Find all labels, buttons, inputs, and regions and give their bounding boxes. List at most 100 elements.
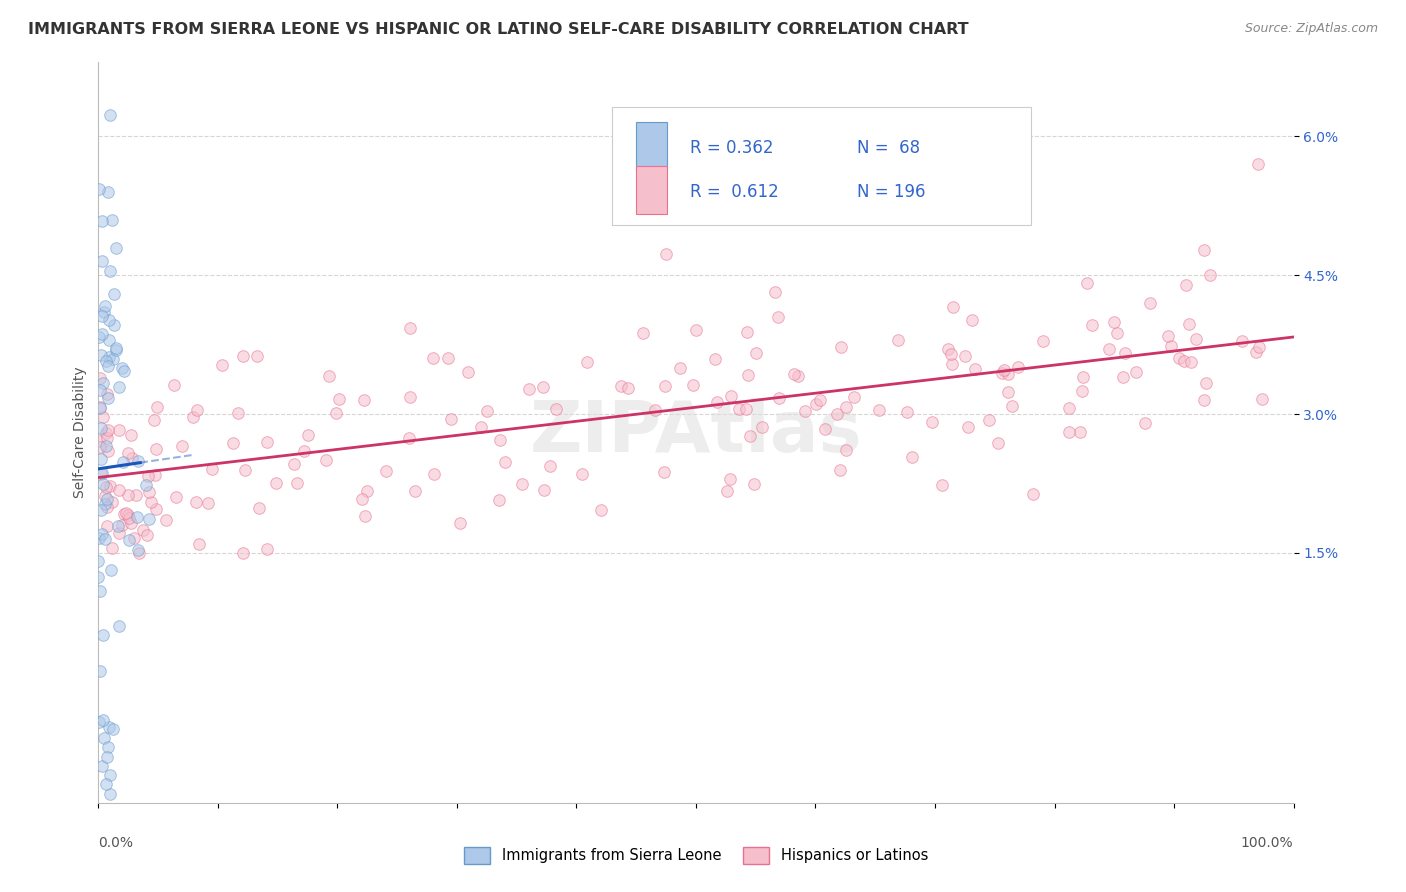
Point bbox=[96, 500, 118, 514]
Point bbox=[896, 405, 918, 419]
Point bbox=[96, 386, 118, 401]
Point bbox=[1112, 370, 1135, 384]
Point bbox=[1173, 354, 1195, 368]
Point bbox=[87, 714, 110, 729]
Point bbox=[120, 516, 142, 531]
Point bbox=[517, 382, 540, 396]
Point bbox=[184, 495, 207, 509]
Point bbox=[107, 380, 129, 394]
Point bbox=[942, 300, 965, 314]
Point bbox=[806, 397, 828, 411]
Point bbox=[97, 740, 120, 755]
Point bbox=[138, 512, 160, 526]
Point bbox=[235, 463, 257, 477]
Point bbox=[544, 402, 567, 417]
Point bbox=[1133, 416, 1156, 430]
Point bbox=[616, 381, 638, 395]
Point bbox=[1247, 340, 1270, 354]
Point bbox=[143, 468, 166, 483]
Point bbox=[987, 436, 1010, 450]
Point bbox=[921, 415, 943, 429]
Point bbox=[457, 365, 479, 379]
Point bbox=[375, 464, 398, 478]
Point bbox=[91, 376, 114, 390]
Point bbox=[139, 495, 162, 509]
Point bbox=[1195, 376, 1218, 390]
Point bbox=[1057, 425, 1080, 440]
Point bbox=[977, 412, 1000, 426]
Point bbox=[107, 519, 129, 533]
Point bbox=[96, 439, 118, 453]
Point bbox=[1168, 351, 1191, 366]
Point bbox=[165, 490, 187, 504]
Point bbox=[1199, 268, 1222, 283]
Point bbox=[87, 181, 110, 195]
Point bbox=[111, 360, 134, 375]
Point bbox=[957, 420, 980, 434]
Point bbox=[1071, 384, 1094, 398]
Point bbox=[94, 353, 117, 368]
Point bbox=[91, 713, 114, 727]
Point bbox=[354, 509, 377, 524]
Point bbox=[97, 185, 120, 199]
Point bbox=[96, 431, 118, 445]
Point bbox=[93, 305, 115, 319]
Point bbox=[226, 406, 249, 420]
Point bbox=[1007, 359, 1029, 374]
Point bbox=[868, 403, 890, 417]
Point bbox=[118, 533, 141, 547]
Point bbox=[962, 313, 984, 327]
FancyBboxPatch shape bbox=[637, 166, 666, 214]
Point bbox=[489, 433, 512, 447]
Point bbox=[97, 392, 120, 406]
Point bbox=[292, 443, 315, 458]
Point bbox=[91, 254, 114, 268]
Point bbox=[111, 454, 134, 468]
Point bbox=[91, 477, 114, 491]
Point bbox=[745, 346, 768, 360]
Point bbox=[488, 493, 510, 508]
Point bbox=[90, 503, 112, 517]
Point bbox=[89, 531, 111, 545]
Point bbox=[718, 472, 741, 486]
Point bbox=[737, 368, 759, 382]
Point bbox=[742, 477, 765, 491]
Point bbox=[117, 446, 139, 460]
Point bbox=[835, 443, 858, 458]
Point bbox=[247, 501, 270, 516]
Point bbox=[97, 351, 120, 365]
Point bbox=[256, 542, 278, 557]
Point bbox=[734, 402, 756, 417]
Point bbox=[90, 326, 112, 341]
Point bbox=[682, 378, 704, 392]
Point bbox=[100, 563, 122, 577]
Point bbox=[91, 310, 114, 324]
Point bbox=[135, 478, 157, 492]
Point bbox=[941, 357, 963, 371]
Point bbox=[91, 628, 114, 642]
Point bbox=[94, 480, 117, 494]
Point bbox=[538, 458, 561, 473]
Point bbox=[654, 378, 676, 392]
Point bbox=[768, 391, 790, 405]
Point bbox=[117, 508, 139, 522]
Point bbox=[1178, 317, 1201, 331]
Text: 100.0%: 100.0% bbox=[1241, 836, 1294, 850]
Point bbox=[256, 435, 278, 450]
Point bbox=[91, 410, 114, 425]
Point bbox=[422, 351, 444, 365]
Point bbox=[87, 554, 110, 568]
Point bbox=[91, 466, 114, 480]
Point bbox=[931, 478, 953, 492]
Point bbox=[120, 428, 142, 442]
Point bbox=[470, 420, 492, 434]
Point bbox=[991, 366, 1014, 380]
Point bbox=[89, 383, 111, 397]
Point bbox=[1180, 355, 1202, 369]
Point bbox=[87, 330, 110, 344]
Point bbox=[96, 749, 118, 764]
Point bbox=[353, 393, 375, 408]
Point bbox=[232, 349, 254, 363]
Point bbox=[111, 517, 134, 532]
Point bbox=[787, 368, 810, 383]
